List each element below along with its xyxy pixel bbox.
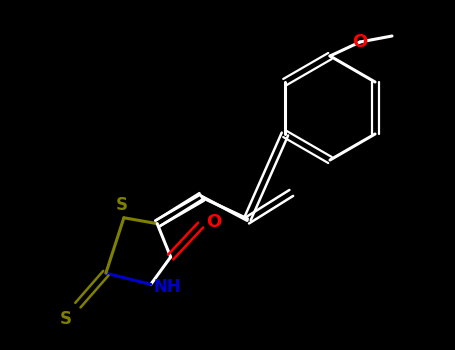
Text: S: S [60, 310, 72, 328]
Text: O: O [352, 33, 368, 51]
Text: NH: NH [154, 278, 182, 296]
Text: O: O [206, 213, 221, 231]
Text: S: S [116, 196, 128, 214]
